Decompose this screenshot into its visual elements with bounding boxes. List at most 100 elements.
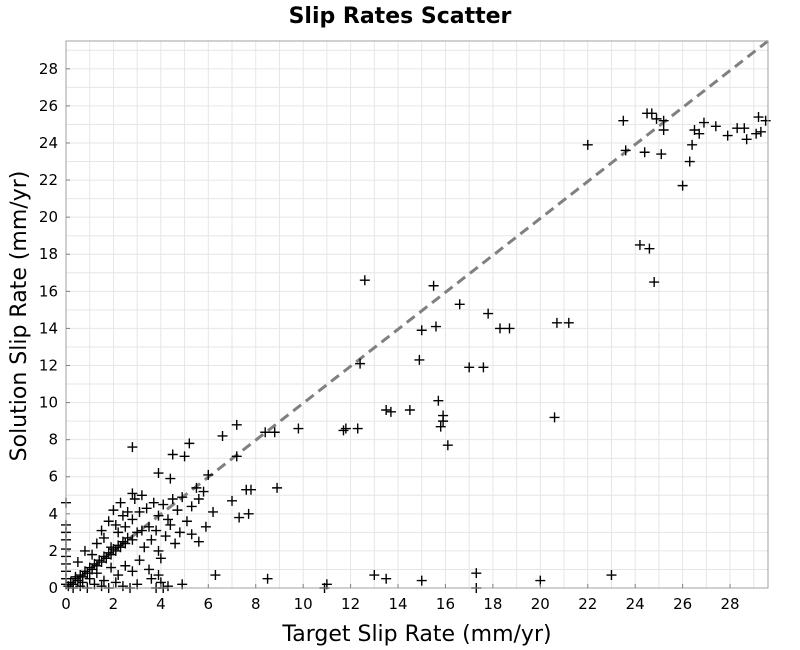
data-point [442,440,453,451]
data-point [352,423,363,434]
data-point [649,277,660,288]
data-point [193,536,204,547]
data-point [269,427,280,438]
data-point [162,514,173,525]
data-point [165,473,176,484]
data-point [651,113,662,124]
data-point [70,571,81,582]
data-point [618,115,629,126]
data-point [234,512,245,523]
data-point [471,568,482,579]
data-point [639,147,650,158]
y-tick-label: 10 [39,394,58,412]
data-point [174,527,185,538]
y-tick-label: 24 [39,134,58,152]
data-point [656,149,667,160]
data-point [96,525,107,536]
data-point [87,549,98,560]
data-point [144,521,155,532]
data-point [198,486,209,497]
data-point [113,570,124,581]
data-point [753,112,764,123]
data-point [127,514,138,525]
y-tick-label: 12 [39,356,58,374]
y-tick-label: 28 [39,60,58,78]
x-tick-label: 22 [578,595,597,613]
data-point [146,534,157,545]
data-point [722,130,733,141]
y-tick-label: 4 [48,505,58,523]
data-point [96,581,107,592]
chart-title: Slip Rates Scatter [289,4,512,29]
data-point [177,492,188,503]
data-point [127,566,138,577]
data-point [84,573,95,584]
data-point [404,404,415,415]
data-point [120,538,131,549]
x-tick-label: 6 [204,595,214,613]
data-point [369,570,380,581]
data-point [751,128,762,139]
data-point [181,516,192,527]
data-point [110,577,121,588]
data-point [172,505,183,516]
data-point [606,570,617,581]
data-point [208,506,219,517]
data-point [120,521,131,532]
data-point [165,519,176,530]
data-point [153,510,164,521]
x-tick-label: 16 [436,595,455,613]
x-tick-label: 10 [294,595,313,613]
data-point [186,501,197,512]
data-point [106,562,117,573]
data-point [203,469,214,480]
data-point [134,506,145,517]
x-tick-label: 28 [721,595,740,613]
data-point [153,570,164,581]
data-point [77,577,88,588]
data-point [132,527,143,538]
data-point [760,115,771,126]
data-point [430,321,441,332]
data-point [186,529,197,540]
data-points [61,108,771,593]
plot-frame [65,40,769,589]
y-tick-label: 6 [48,468,58,486]
data-point [155,553,166,564]
data-point [141,503,152,514]
data-point [151,525,162,536]
y-axis-label: Solution Slip Rate (mm/yr) [7,171,32,462]
data-point [120,560,131,571]
data-point [385,406,396,417]
data-point [210,570,221,581]
data-point [127,442,138,453]
data-point [146,573,157,584]
x-tick-label: 0 [61,595,71,613]
data-point [454,299,465,310]
y-tick-label: 20 [39,208,58,226]
y-tick-label: 2 [48,542,58,560]
data-point [72,557,83,568]
data-point [134,555,145,566]
x-tick-label: 4 [156,595,166,613]
x-tick-label: 2 [109,595,119,613]
data-point [359,275,370,286]
x-tick-label: 26 [673,595,692,613]
data-point [144,564,155,575]
data-point [694,128,705,139]
data-point [478,362,489,373]
y-tick-label: 22 [39,171,58,189]
x-axis-ticks: 0 2 4 6 8 10 12 14 16 18 20 22 24 26 28 [61,584,740,613]
data-point [91,538,102,549]
data-point [293,423,304,434]
data-point [644,243,655,254]
data-point [129,493,140,504]
data-point [148,497,159,508]
data-point [464,362,475,373]
data-point [687,139,698,150]
data-point [658,125,669,136]
data-point [414,354,425,365]
data-point [433,395,444,406]
data-point [200,521,211,532]
